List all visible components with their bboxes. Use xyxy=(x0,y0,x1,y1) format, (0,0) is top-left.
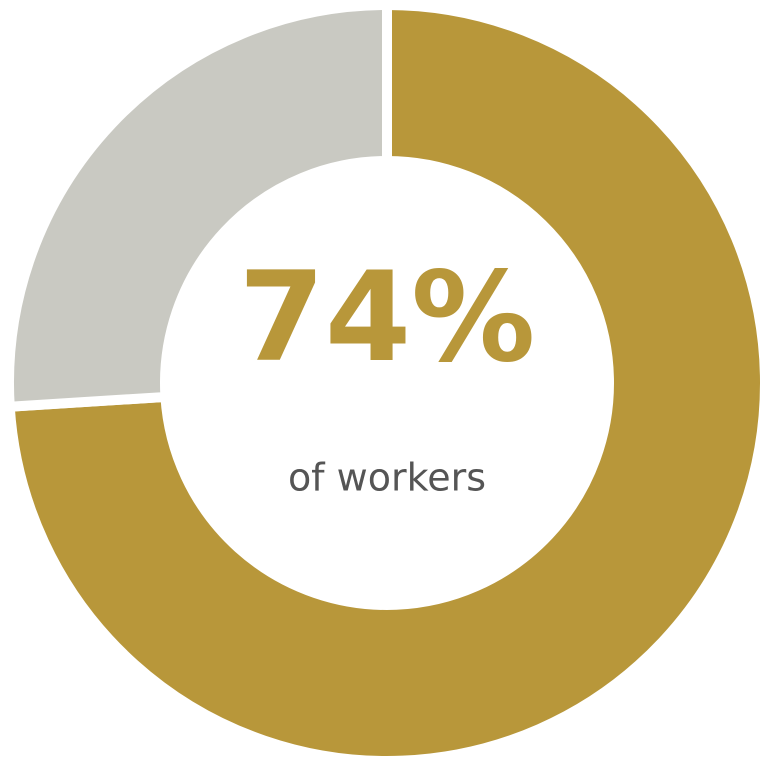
subtitle: of workers xyxy=(288,456,486,500)
donut-slice xyxy=(4,0,762,764)
center-value-label: 74% xyxy=(239,246,536,390)
slices xyxy=(4,0,762,764)
donut-slice xyxy=(4,0,392,413)
